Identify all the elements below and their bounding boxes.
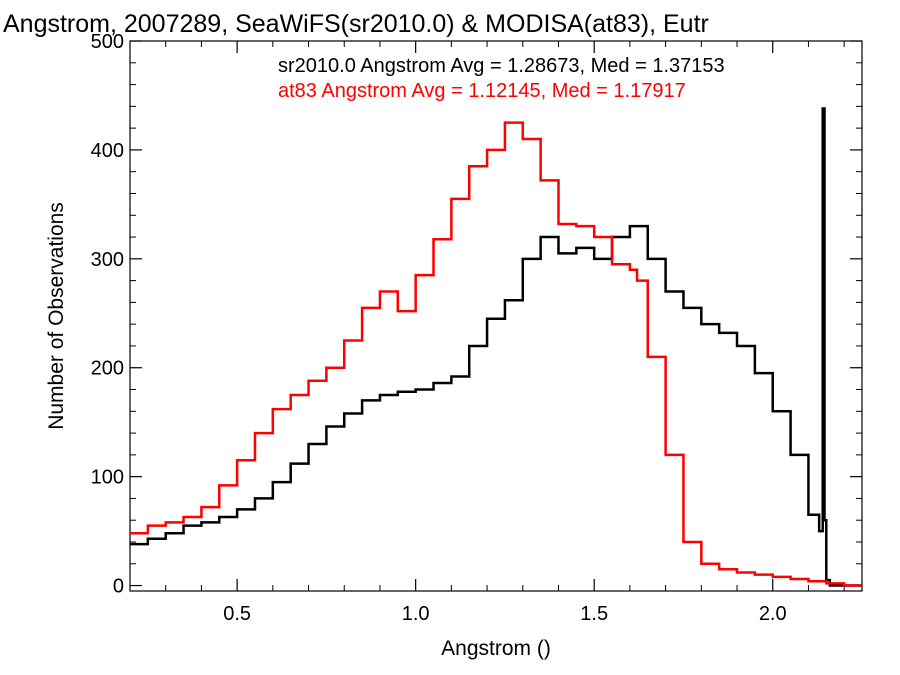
- y-tick-label: 300: [91, 249, 124, 271]
- x-axis-label: Angstrom (): [441, 637, 551, 660]
- plot-frame: [129, 40, 863, 592]
- plot-axes: [129, 40, 863, 592]
- series-layer: [130, 107, 862, 587]
- chart-title: Angstrom, 2007289, SeaWiFS(sr2010.0) & M…: [3, 10, 709, 38]
- x-tick-label: 2.0: [759, 603, 787, 625]
- y-axis-label: Number of Observations: [45, 202, 68, 430]
- x-tick-label: 0.5: [223, 603, 251, 625]
- x-tick-label: 1.0: [402, 603, 430, 625]
- y-tick-label: 200: [91, 358, 124, 380]
- series-line-0: [130, 107, 862, 587]
- y-tick-label: 400: [91, 140, 124, 162]
- y-axis-ticks: 0 100 200 300 400 500: [91, 31, 862, 598]
- y-tick-label: 500: [91, 31, 124, 53]
- annotation-at83: at83 Angstrom Avg = 1.12145, Med = 1.179…: [278, 80, 686, 102]
- y-tick-label: 0: [113, 576, 124, 598]
- annotation-sr2010: sr2010.0 Angstrom Avg = 1.28673, Med = 1…: [278, 55, 725, 77]
- x-axis-ticks: 0.5 1.0 1.5 2.0: [165, 41, 845, 625]
- x-tick-label: 1.5: [580, 603, 608, 625]
- series-line-1: [130, 121, 862, 587]
- y-tick-label: 100: [91, 467, 124, 489]
